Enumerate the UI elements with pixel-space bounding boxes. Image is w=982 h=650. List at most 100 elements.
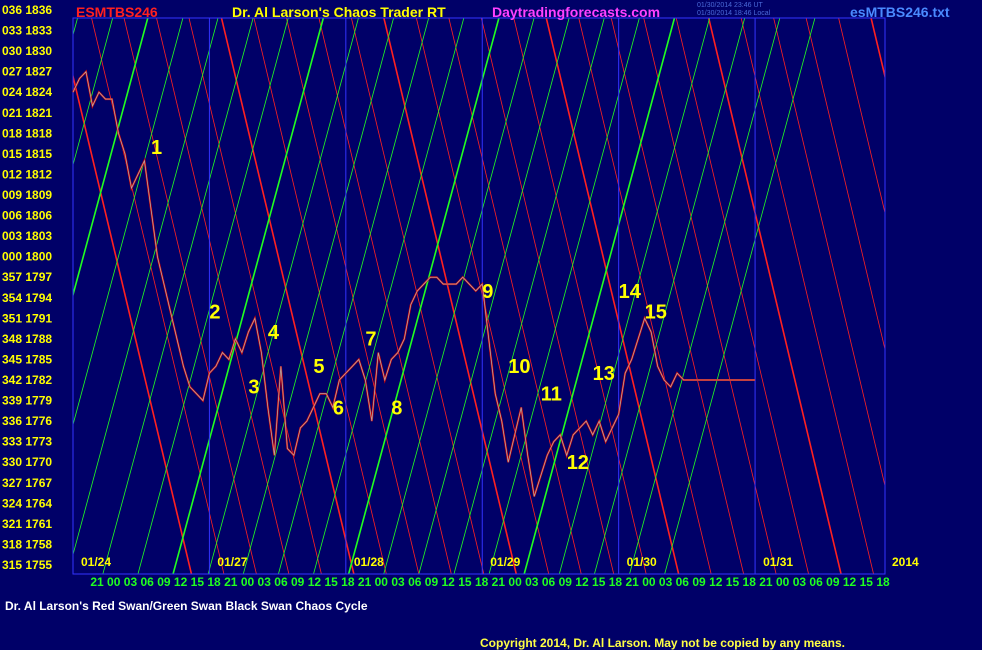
- x-tick-label: 09: [157, 575, 171, 589]
- green-swan-line: [73, 18, 184, 427]
- x-tick-label: 12: [709, 575, 723, 589]
- wave-annotation: 2: [209, 301, 220, 323]
- green-swan-line: [242, 18, 394, 574]
- wave-annotation: 12: [567, 452, 589, 474]
- red-swan-line: [448, 18, 582, 574]
- red-swan-line: [383, 18, 518, 574]
- red-swan-line: [707, 18, 842, 574]
- red-swan-line: [545, 18, 680, 574]
- day-separators: [208, 18, 756, 574]
- y-tick-label: 036 1836: [2, 3, 52, 17]
- y-tick-label: 009 1809: [2, 188, 52, 202]
- green-swan-line: [73, 18, 149, 298]
- green-swan-line: [313, 18, 465, 574]
- wave-annotation: 8: [391, 397, 402, 419]
- red-swan-line: [610, 18, 745, 574]
- wave-annotation: 14: [619, 281, 642, 303]
- x-tick-label: 21: [358, 575, 372, 589]
- y-tick-label: 345 1785: [2, 352, 52, 366]
- y-tick-label: 336 1776: [2, 414, 52, 428]
- x-tick-label: 21: [625, 575, 639, 589]
- x-tick-label: 00: [776, 575, 790, 589]
- red-swan-line: [805, 18, 885, 352]
- y-tick-label: 021 1821: [2, 106, 52, 120]
- x-tick-label: 06: [542, 575, 556, 589]
- y-tick-label: 015 1815: [2, 147, 52, 161]
- chart-caption: Dr. Al Larson's Red Swan/Green Swan Blac…: [5, 599, 368, 613]
- green-swan-line: [418, 18, 570, 574]
- red-swan-line: [318, 18, 452, 574]
- x-tick-label: 15: [592, 575, 606, 589]
- red-swan-line: [480, 18, 615, 574]
- x-tick-label: 03: [258, 575, 272, 589]
- y-axis-ticks: 036 1836 033 1833 030 1830 027 1827 024 1824…: [2, 3, 52, 572]
- red-swan-line: [220, 18, 355, 574]
- data-filename: esMTBS246.txt: [850, 4, 950, 20]
- x-tick-label: 09: [291, 575, 305, 589]
- green-swan-line: [73, 18, 114, 167]
- green-swan-line: [558, 18, 710, 574]
- y-tick-label: 342 1782: [2, 373, 52, 387]
- x-tick-label: 12: [308, 575, 322, 589]
- day-label: 2014: [892, 555, 919, 569]
- red-swan-line: [773, 18, 885, 488]
- y-tick-label: 330 1770: [2, 455, 52, 469]
- x-tick-label: 00: [508, 575, 522, 589]
- x-tick-label: 12: [575, 575, 589, 589]
- x-tick-label: 21: [224, 575, 238, 589]
- x-tick-label: 03: [659, 575, 673, 589]
- green-swan-line: [523, 18, 676, 574]
- y-tick-label: 321 1761: [2, 517, 52, 531]
- x-tick-label: 06: [140, 575, 154, 589]
- red-swan-line: [188, 18, 322, 574]
- x-tick-label: 09: [425, 575, 439, 589]
- y-tick-label: 315 1755: [2, 558, 52, 572]
- red-swan-line: [838, 18, 885, 215]
- plot-frame: [72, 17, 886, 575]
- x-axis-ticks: 21 00 03 06 09 12 15 18 21 00 03 06 09 12 15 18 21 00 03 06…: [90, 575, 890, 589]
- red-swan-line: [73, 73, 193, 574]
- x-tick-label: 06: [676, 575, 690, 589]
- red-swan-line: [740, 18, 874, 574]
- x-tick-label: 18: [609, 575, 623, 589]
- red-swan-line: [156, 18, 290, 574]
- x-tick-label: 09: [559, 575, 573, 589]
- green-swan-lines: [73, 18, 816, 574]
- y-tick-label: 024 1824: [2, 85, 52, 99]
- x-tick-label: 00: [241, 575, 255, 589]
- red-swan-line: [123, 18, 257, 574]
- wave-annotation: 15: [645, 301, 667, 323]
- wave-annotation: 7: [365, 329, 376, 351]
- day-label: 01/28: [354, 555, 384, 569]
- day-label: 01/31: [763, 555, 793, 569]
- wave-annotation: 13: [593, 363, 615, 385]
- y-tick-label: 324 1764: [2, 496, 52, 510]
- y-tick-label: 012 1812: [2, 167, 52, 181]
- day-label: 01/27: [217, 555, 247, 569]
- y-tick-label: 357 1797: [2, 270, 52, 284]
- x-tick-label: 03: [525, 575, 539, 589]
- day-label: 01/30: [627, 555, 657, 569]
- site-link[interactable]: Daytradingforecasts.com: [492, 4, 661, 20]
- y-tick-label: 327 1767: [2, 476, 52, 490]
- y-tick-label: 003 1803: [2, 229, 52, 243]
- day-labels: 01/24 01/27 01/28 01/29 01/30 01/31 2014: [81, 555, 919, 569]
- price-series: [72, 69, 756, 497]
- x-tick-label: 21: [759, 575, 773, 589]
- green-swan-line: [137, 18, 289, 574]
- green-swan-line: [207, 18, 359, 574]
- x-tick-label: 00: [107, 575, 121, 589]
- copyright-notice: Copyright 2014, Dr. Al Larson. May not b…: [480, 636, 845, 650]
- wave-annotation: 1: [151, 137, 162, 159]
- x-tick-label: 09: [692, 575, 706, 589]
- wave-annotation: 11: [541, 384, 562, 406]
- y-tick-label: 348 1788: [2, 332, 52, 346]
- x-tick-label: 15: [324, 575, 338, 589]
- x-tick-label: 03: [793, 575, 807, 589]
- green-swan-line: [102, 18, 254, 574]
- y-tick-label: 006 1806: [2, 209, 52, 223]
- red-swan-line: [351, 18, 485, 574]
- x-tick-label: 15: [726, 575, 740, 589]
- red-swan-line: [675, 18, 809, 574]
